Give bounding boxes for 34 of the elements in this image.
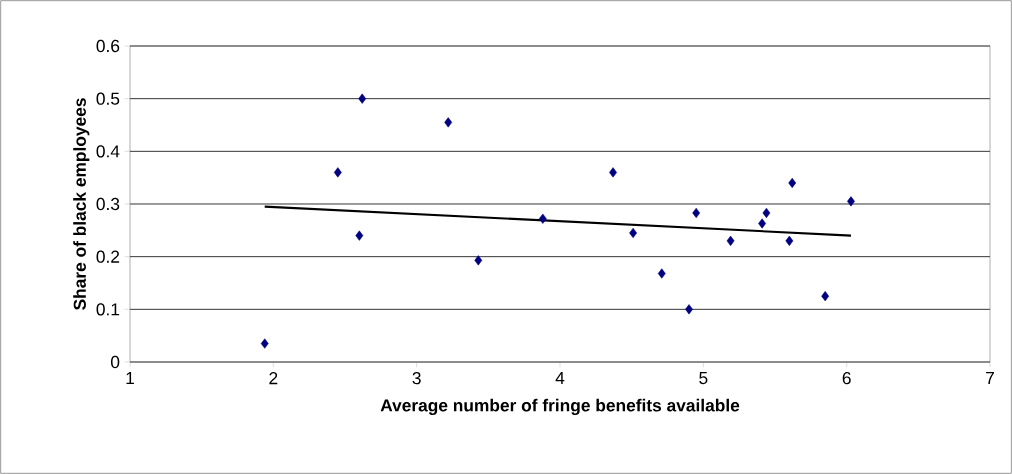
- point: [785, 235, 794, 246]
- y-tick-label: 0.1: [96, 303, 120, 316]
- x-tick-label: 3: [412, 372, 421, 385]
- y-tick-label: 0.2: [96, 250, 120, 263]
- y-tick-label: 0.3: [96, 197, 120, 211]
- x-tick-label: 6: [842, 372, 851, 385]
- x-tick-label: 7: [986, 372, 994, 384]
- x-tick-label: 2: [269, 372, 278, 385]
- point: [333, 167, 342, 178]
- point: [355, 230, 364, 241]
- y-tick-label: 0: [110, 355, 120, 369]
- x-tick-label: 4: [555, 372, 565, 384]
- point: [358, 93, 367, 104]
- point: [609, 167, 617, 178]
- point: [692, 207, 701, 219]
- point: [758, 218, 766, 229]
- point: [657, 268, 666, 279]
- point: [260, 338, 269, 349]
- point: [444, 117, 453, 128]
- x-axis-title: Average number of fringe benefits available: [380, 398, 740, 416]
- point: [821, 291, 830, 302]
- point: [762, 207, 771, 219]
- point: [474, 255, 483, 266]
- point: [726, 235, 735, 246]
- y-tick-label: 0.4: [96, 145, 120, 158]
- x-tick-label: 1: [126, 372, 134, 384]
- point: [685, 304, 693, 315]
- point: [847, 196, 855, 207]
- y-tick-label: 0.5: [96, 92, 120, 105]
- x-tick-label: 5: [699, 372, 708, 385]
- y-axis-title: Share of black employees: [73, 98, 90, 310]
- point: [788, 177, 797, 188]
- point: [538, 213, 547, 224]
- y-tick-label: 0.6: [96, 39, 120, 53]
